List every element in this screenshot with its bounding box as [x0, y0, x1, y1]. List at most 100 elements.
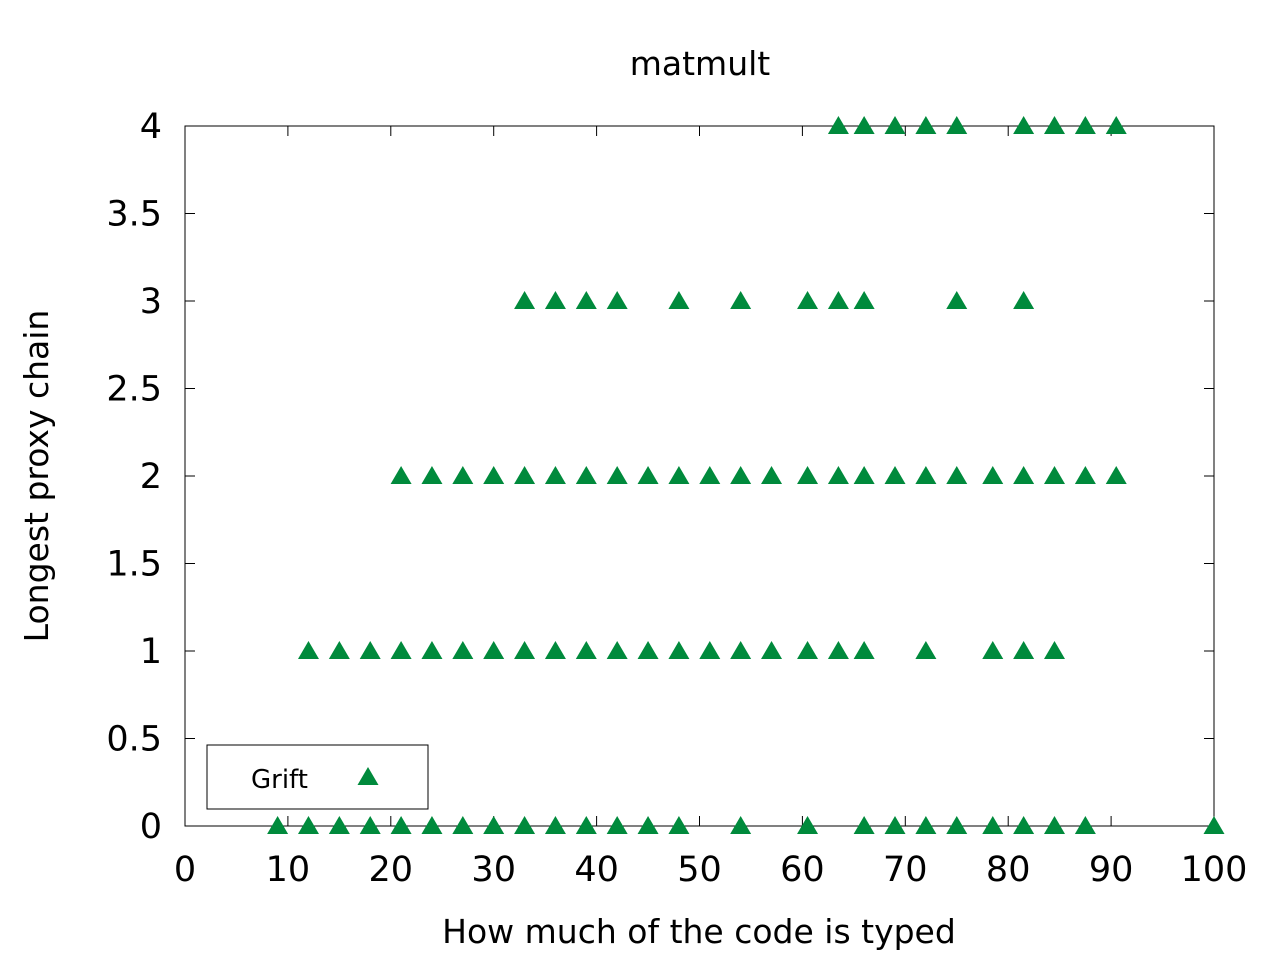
- data-point-triangle: [1074, 466, 1096, 484]
- data-point-triangle: [637, 641, 659, 659]
- data-point-triangle: [544, 816, 566, 834]
- data-point-triangle: [946, 816, 968, 834]
- data-point-triangle: [267, 816, 289, 834]
- y-tick-label: 3.5: [106, 195, 162, 235]
- y-tick-label: 0: [140, 807, 162, 847]
- data-points: [267, 116, 1225, 834]
- data-point-triangle: [1044, 641, 1066, 659]
- data-point-triangle: [730, 641, 752, 659]
- data-point-triangle: [884, 816, 906, 834]
- data-point-triangle: [797, 466, 819, 484]
- data-point-triangle: [1013, 466, 1035, 484]
- data-point-triangle: [1074, 816, 1096, 834]
- data-point-triangle: [668, 641, 690, 659]
- data-point-triangle: [514, 816, 536, 834]
- x-tick-label: 20: [369, 850, 414, 890]
- data-point-triangle: [797, 291, 819, 309]
- data-point-triangle: [730, 291, 752, 309]
- data-point-triangle: [853, 116, 875, 134]
- data-point-triangle: [297, 641, 319, 659]
- data-point-triangle: [606, 466, 628, 484]
- data-point-triangle: [637, 816, 659, 834]
- y-axis: 0 0.5 1 1.5 2 2.5 3 3.5 4: [106, 107, 1214, 847]
- data-point-triangle: [1105, 116, 1127, 134]
- data-point-triangle: [915, 116, 937, 134]
- data-point-triangle: [606, 291, 628, 309]
- data-point-triangle: [452, 466, 474, 484]
- data-point-triangle: [297, 816, 319, 834]
- x-axis-title: How much of the code is typed: [442, 912, 956, 951]
- data-point-triangle: [761, 466, 783, 484]
- data-point-triangle: [1013, 291, 1035, 309]
- data-point-triangle: [359, 641, 381, 659]
- data-point-triangle: [915, 816, 937, 834]
- data-point-triangle: [827, 291, 849, 309]
- data-point-triangle: [946, 291, 968, 309]
- x-tick-label: 50: [677, 850, 722, 890]
- data-point-triangle: [668, 466, 690, 484]
- data-point-triangle: [699, 641, 721, 659]
- data-point-triangle: [1074, 116, 1096, 134]
- data-point-triangle: [1105, 466, 1127, 484]
- data-point-triangle: [575, 466, 597, 484]
- data-point-triangle: [544, 641, 566, 659]
- data-point-triangle: [797, 816, 819, 834]
- data-point-triangle: [946, 116, 968, 134]
- data-point-triangle: [915, 466, 937, 484]
- data-point-triangle: [730, 466, 752, 484]
- data-point-triangle: [946, 466, 968, 484]
- data-point-triangle: [884, 466, 906, 484]
- y-tick-label: 0.5: [106, 720, 162, 760]
- data-point-triangle: [452, 816, 474, 834]
- data-point-triangle: [606, 816, 628, 834]
- data-point-triangle: [1044, 466, 1066, 484]
- data-point-triangle: [637, 466, 659, 484]
- data-point-triangle: [421, 816, 443, 834]
- x-tick-label: 100: [1181, 850, 1248, 890]
- data-point-triangle: [544, 466, 566, 484]
- x-tick-label: 80: [986, 850, 1031, 890]
- x-tick-label: 10: [266, 850, 311, 890]
- legend-marker-triangle: [357, 767, 379, 785]
- y-tick-label: 1: [140, 632, 162, 672]
- data-point-triangle: [827, 641, 849, 659]
- x-tick-label: 30: [471, 850, 516, 890]
- data-point-triangle: [483, 816, 505, 834]
- y-axis-title: Longest proxy chain: [17, 310, 56, 643]
- data-point-triangle: [514, 291, 536, 309]
- legend-label: Grift: [251, 765, 308, 795]
- data-point-triangle: [514, 641, 536, 659]
- data-point-triangle: [853, 291, 875, 309]
- data-point-triangle: [827, 116, 849, 134]
- data-point-triangle: [827, 466, 849, 484]
- data-point-triangle: [575, 291, 597, 309]
- data-point-triangle: [1044, 816, 1066, 834]
- data-point-triangle: [699, 466, 721, 484]
- data-point-triangle: [668, 816, 690, 834]
- data-point-triangle: [853, 641, 875, 659]
- y-tick-label: 2.5: [106, 370, 162, 410]
- data-point-triangle: [390, 466, 412, 484]
- data-point-triangle: [915, 641, 937, 659]
- data-point-triangle: [575, 816, 597, 834]
- y-tick-label: 1.5: [106, 545, 162, 585]
- x-tick-label: 70: [883, 850, 928, 890]
- data-point-triangle: [761, 641, 783, 659]
- data-point-triangle: [483, 466, 505, 484]
- data-point-triangle: [359, 816, 381, 834]
- y-tick-label: 2: [140, 457, 162, 497]
- y-tick-label: 4: [140, 107, 162, 147]
- data-point-triangle: [483, 641, 505, 659]
- data-point-triangle: [452, 641, 474, 659]
- chart-title: matmult: [630, 44, 771, 83]
- data-point-triangle: [514, 466, 536, 484]
- data-point-triangle: [544, 291, 566, 309]
- legend: Grift: [206, 744, 429, 810]
- legend-box: [206, 744, 429, 810]
- data-point-triangle: [390, 641, 412, 659]
- data-point-triangle: [853, 816, 875, 834]
- data-point-triangle: [1013, 641, 1035, 659]
- data-point-triangle: [328, 641, 350, 659]
- data-point-triangle: [1044, 116, 1066, 134]
